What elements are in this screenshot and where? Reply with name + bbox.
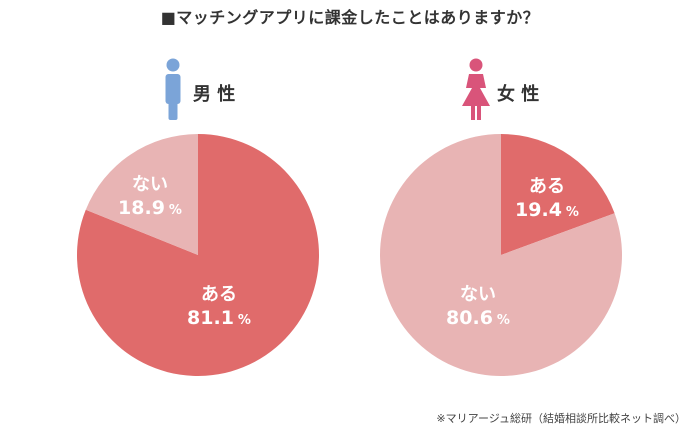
slice-label: ない [132, 174, 168, 195]
female-label: 女 性 [497, 84, 540, 105]
male-icon [165, 58, 181, 120]
slice-label: ある [201, 284, 237, 305]
percent-unit: % [497, 313, 510, 328]
female-icon [462, 58, 490, 120]
pie-slice-aru [501, 134, 615, 255]
pie-slice-nai [379, 134, 622, 376]
source-note: ※マリアージュ総研（結婚相談所比較ネット調べ） [436, 412, 686, 425]
chart-title: ■マッチングアプリに課金したことはありますか？ [160, 8, 540, 27]
slice-label: ある [529, 176, 565, 197]
pie-slice-aru [76, 134, 319, 376]
percent-unit: % [566, 205, 579, 220]
percent-unit: % [238, 313, 251, 328]
percent-unit: % [169, 203, 182, 218]
male-label: 男 性 [193, 84, 236, 105]
pie-slice-nai [85, 134, 198, 255]
slice-label: ない [460, 284, 496, 305]
